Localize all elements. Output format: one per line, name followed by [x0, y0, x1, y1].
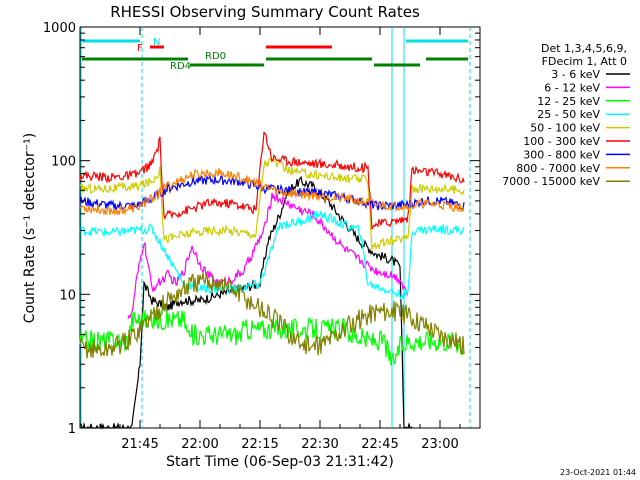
series-line-8: [79, 272, 465, 359]
x-tick-label-3: 22:30: [301, 437, 338, 452]
flag-label-0: N: [153, 37, 160, 48]
series-line-1: [127, 192, 409, 319]
legend-label-5: 100 - 300 keV: [523, 135, 600, 148]
flag-bars: NF RD0 RD4: [82, 37, 468, 72]
axis-ticks: 21:45 22:00 22:15 22:30 22:45 23:00 1 10 100 1000: [43, 21, 481, 452]
legend-header-1: FDecim 1, Att 0: [542, 55, 627, 68]
legend-header-0: Det 1,3,4,5,6,9,: [541, 42, 627, 55]
legend-label-1: 6 - 12 keV: [544, 81, 600, 94]
series-line-6: [79, 174, 465, 212]
legend-label-3: 25 - 50 keV: [537, 108, 600, 121]
x-tick-label-0: 21:45: [121, 437, 158, 452]
legend-label-2: 12 - 25 keV: [537, 95, 600, 108]
flag-label-1: F: [137, 43, 143, 54]
x-axis-label: Start Time (06-Sep-03 21:31:42): [166, 454, 394, 470]
y-tick-label-3: 1000: [43, 21, 76, 36]
chart-title: RHESSI Observing Summary Count Rates: [110, 3, 420, 21]
y-axis-label: Count Rate (s⁻¹ detector⁻¹): [22, 133, 38, 323]
x-tick-label-2: 22:15: [241, 437, 278, 452]
x-tick-label-4: 22:45: [361, 437, 398, 452]
flag-label-3: RD4: [170, 61, 191, 72]
legend-label-4: 50 - 100 keV: [530, 122, 600, 135]
y-tick-label-1: 10: [59, 288, 76, 303]
legend-label-8: 7000 - 15000 keV: [502, 175, 600, 188]
footer-date: 23-Oct-2021 01:44: [560, 468, 636, 477]
y-tick-label-0: 1: [68, 422, 76, 437]
x-tick-label-5: 23:00: [421, 437, 458, 452]
legend-label-6: 300 - 800 keV: [523, 148, 600, 161]
legend-label-7: 800 - 7000 keV: [516, 162, 600, 175]
legend-label-0: 3 - 6 keV: [551, 68, 600, 81]
flag-label-2: RD0: [205, 51, 226, 62]
x-tick-label-1: 22:00: [181, 437, 218, 452]
series-line-5: [79, 131, 465, 230]
series-line-3: [79, 210, 465, 301]
plot-frame: [79, 26, 481, 429]
y-tick-label-2: 100: [51, 155, 76, 170]
legend: Det 1,3,4,5,6,9,FDecim 1, Att 03 - 6 keV…: [502, 42, 630, 188]
series-line-7: [79, 168, 464, 217]
series-layer: [79, 131, 465, 431]
